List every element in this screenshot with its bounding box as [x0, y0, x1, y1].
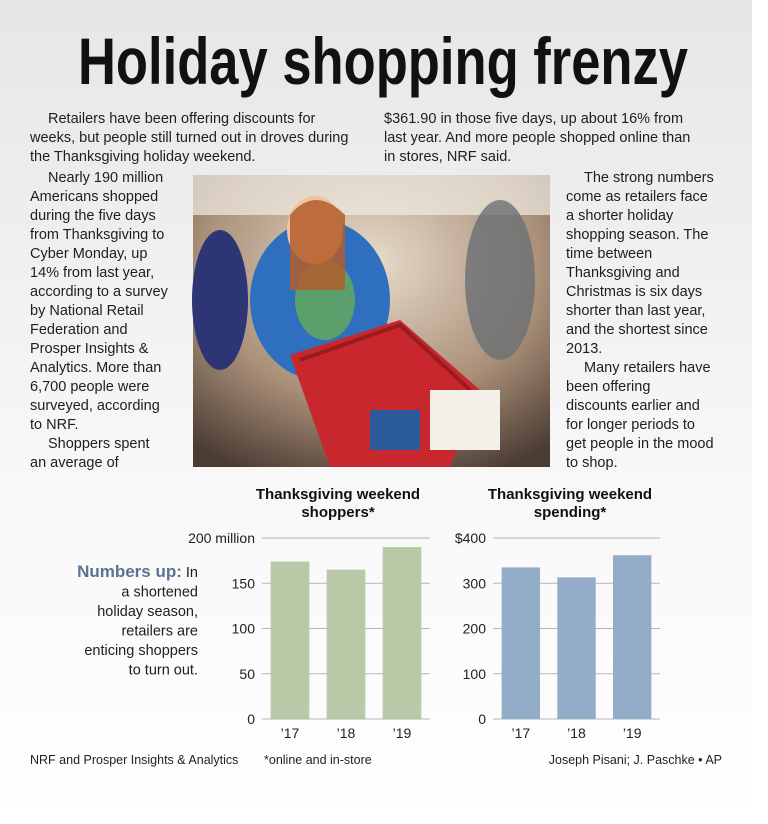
sidebar-line: holiday season, — [97, 604, 198, 620]
bar — [557, 577, 596, 719]
headline: Holiday shopping frenzy — [78, 24, 688, 98]
article-line: Retailers have been offering discounts f… — [48, 111, 316, 127]
sidebar-line: enticing shoppers — [84, 643, 198, 659]
y-tick-label: 0 — [247, 711, 255, 727]
y-tick-label: 50 — [239, 666, 255, 682]
article-line: Americans shopped — [30, 189, 158, 205]
article-line: for longer periods to — [566, 417, 695, 433]
y-tick-label: $400 — [455, 530, 486, 546]
article-line: shopping season. The — [566, 227, 708, 243]
article-line: an average of — [30, 455, 120, 471]
article-line: Prosper Insights & — [30, 341, 149, 357]
credit: Joseph Pisani; J. Paschke • AP — [549, 753, 722, 767]
article-line: surveyed, according — [30, 398, 160, 414]
y-tick-label: 100 — [232, 621, 256, 637]
article-line: and the shortest since — [566, 322, 708, 338]
photo — [192, 175, 550, 467]
article-line: Many retailers have — [584, 360, 711, 376]
sidebar-line: to turn out. — [129, 663, 198, 679]
article-line: $361.90 in those five days, up about 16%… — [384, 111, 683, 127]
article-line: by National Retail — [30, 303, 144, 319]
article-line: last year. And more people shopped onlin… — [384, 130, 690, 146]
article-line: Nearly 190 million — [48, 170, 163, 186]
source: NRF and Prosper Insights & Analytics — [30, 753, 238, 767]
bar — [501, 567, 541, 719]
x-tick-label: ’19 — [623, 725, 642, 741]
chart-title: shoppers* — [301, 504, 375, 521]
x-tick-label: ’18 — [337, 725, 356, 741]
x-tick-label: ’19 — [393, 725, 412, 741]
article-line: in stores, NRF said. — [384, 149, 511, 165]
footnote: *online and in-store — [264, 753, 372, 767]
charts: Thanksgiving weekendshoppers*05010015020… — [188, 486, 660, 741]
article-line: come as retailers face — [566, 189, 708, 205]
article-line: 14% from last year, — [30, 265, 154, 281]
bar — [382, 547, 422, 719]
article-line: a shorter holiday — [566, 208, 674, 224]
article-line: discounts earlier and — [566, 398, 700, 414]
bar — [612, 555, 652, 719]
x-tick-label: ’17 — [511, 725, 530, 741]
article-line: get people in the mood — [566, 436, 714, 452]
y-tick-label: 100 — [463, 666, 487, 682]
y-tick-label: 200 million — [188, 530, 255, 546]
article-line: according to a survey — [30, 284, 169, 300]
x-tick-label: ’18 — [567, 725, 586, 741]
chart-title: Thanksgiving weekend — [488, 486, 652, 503]
y-tick-label: 0 — [478, 711, 486, 727]
y-tick-label: 150 — [232, 575, 256, 591]
y-tick-label: 200 — [463, 621, 487, 637]
article-line: during the five days — [30, 208, 156, 224]
bar — [270, 561, 310, 719]
article-line: Shoppers spent — [48, 436, 150, 452]
article-line: 6,700 people were — [30, 379, 149, 395]
sidebar-line: retailers are — [121, 624, 198, 640]
article: Retailers have been offering discounts f… — [29, 111, 714, 471]
article-line: to NRF. — [30, 417, 78, 433]
article-line: Cyber Monday, up — [30, 246, 147, 262]
y-tick-label: 300 — [463, 575, 487, 591]
article-line: Federation and — [30, 322, 128, 338]
article-line: Thanksgiving and — [566, 265, 680, 281]
chart-title: spending* — [534, 504, 607, 521]
article-line: Analytics. More than — [30, 360, 161, 376]
article-line: been offering — [566, 379, 650, 395]
article-line: time between — [566, 246, 652, 262]
sidebar-label: Numbers up: — [77, 562, 182, 581]
article-line: to shop. — [566, 455, 618, 471]
article-line: weeks, but people still turned out in dr… — [29, 130, 348, 146]
x-tick-label: ’17 — [281, 725, 300, 741]
article-line: 2013. — [566, 341, 602, 357]
article-line: Christmas is six days — [566, 284, 702, 300]
bar — [326, 569, 366, 719]
article-line: from Thanksgiving to — [30, 227, 164, 243]
chart-title: Thanksgiving weekend — [256, 486, 420, 503]
article-line: shorter than last year, — [566, 303, 705, 319]
article-line: the Thanksgiving holiday weekend. — [30, 149, 255, 165]
sidebar-line: a shortened — [121, 585, 198, 601]
sidebar-line: In — [186, 565, 198, 581]
article-line: The strong numbers — [584, 170, 714, 186]
